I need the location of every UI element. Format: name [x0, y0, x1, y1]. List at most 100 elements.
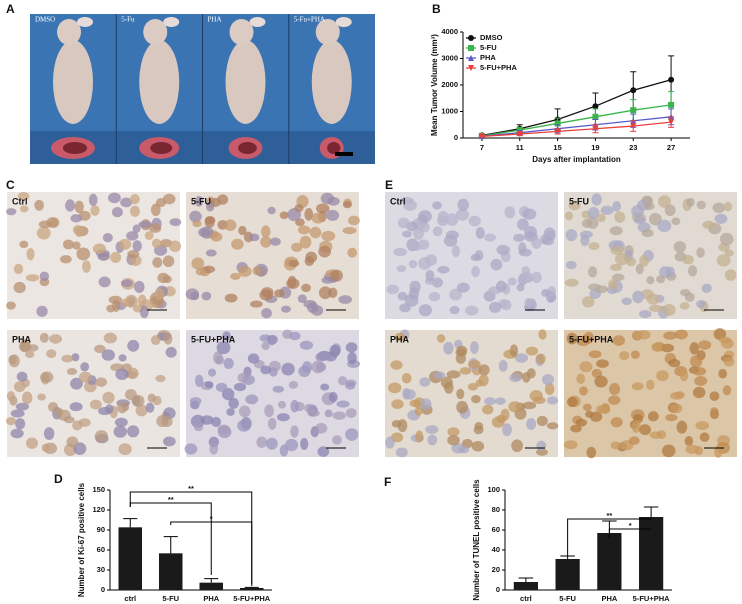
- tumor-core: [238, 142, 257, 154]
- cell: [65, 199, 76, 212]
- cell: [630, 350, 640, 359]
- cell: [347, 247, 358, 258]
- cell: [661, 444, 676, 458]
- cell: [267, 206, 276, 215]
- cell: [318, 286, 332, 300]
- cell: [298, 365, 311, 378]
- cell: [10, 428, 24, 439]
- histology-image: 5-FU+PHA: [184, 329, 361, 457]
- cell: [204, 216, 215, 228]
- y-tick-label: 4000: [441, 27, 458, 36]
- legend-label: DMSO: [480, 33, 503, 42]
- cell: [594, 375, 608, 388]
- cell: [610, 263, 623, 272]
- series-line: [481, 104, 672, 137]
- cell: [249, 233, 260, 242]
- cell: [649, 431, 663, 439]
- cell: [61, 354, 74, 363]
- cell: [473, 425, 484, 435]
- cell: [482, 404, 494, 415]
- histology-image: 5-FU: [564, 192, 737, 319]
- cell: [288, 381, 298, 389]
- cell: [702, 220, 716, 229]
- marker: [516, 131, 523, 138]
- cell: [415, 430, 424, 443]
- cell: [57, 409, 71, 421]
- cell: [321, 230, 336, 242]
- cell: [443, 234, 458, 247]
- marker: [592, 113, 599, 120]
- y-tick-label: 1000: [441, 106, 458, 115]
- cell: [103, 332, 118, 344]
- cell: [495, 397, 506, 405]
- cell: [461, 438, 473, 449]
- cell: [583, 331, 594, 344]
- significance-bracket: [170, 521, 253, 584]
- error-bar: [518, 577, 534, 582]
- cell: [722, 385, 732, 396]
- bar: [240, 588, 264, 590]
- cell: [75, 229, 84, 237]
- cell: [695, 421, 710, 430]
- cell: [230, 272, 241, 280]
- cell: [19, 339, 31, 352]
- cell: [19, 240, 29, 249]
- legend-label: 5-FU+PHA: [480, 63, 517, 72]
- cell: [522, 208, 537, 220]
- cell: [238, 225, 247, 236]
- cell: [345, 381, 356, 390]
- cell: [631, 420, 641, 433]
- cell: [566, 396, 578, 408]
- cell: [297, 294, 307, 304]
- cell: [66, 367, 78, 376]
- cell: [428, 291, 441, 302]
- image-label: 5-FU: [569, 196, 589, 206]
- cell: [696, 200, 706, 210]
- cell: [724, 269, 737, 281]
- cell: [526, 418, 537, 430]
- cell: [456, 345, 468, 355]
- cell: [451, 244, 460, 258]
- marker: [668, 76, 675, 83]
- cell: [684, 436, 694, 446]
- significance-bracket: [129, 502, 212, 575]
- cell: [488, 301, 502, 313]
- cell: [449, 306, 460, 315]
- image-label: PHA: [12, 334, 32, 344]
- cell: [491, 416, 505, 428]
- cell: [579, 361, 593, 373]
- cell: [150, 203, 161, 217]
- cell: [110, 251, 122, 263]
- cell: [114, 417, 128, 427]
- cell: [304, 208, 314, 221]
- cell: [566, 332, 578, 345]
- cell: [385, 436, 395, 449]
- cell: [636, 330, 651, 340]
- cell: [95, 377, 107, 387]
- cell: [36, 226, 51, 240]
- x-tick-label: 5-FU: [559, 594, 576, 603]
- cell: [500, 408, 510, 421]
- cell: [639, 424, 652, 436]
- mouse-body: [53, 40, 93, 124]
- mouse-head: [229, 19, 254, 45]
- x-tick-label: ctrl: [124, 594, 136, 603]
- photo-label: 5-Fu: [121, 16, 135, 24]
- cell: [320, 383, 330, 391]
- cell: [46, 217, 59, 228]
- cell: [626, 257, 637, 267]
- panel-label: C: [6, 178, 15, 192]
- error-bar: [123, 518, 138, 528]
- bar: [513, 582, 538, 590]
- cell: [719, 232, 734, 246]
- photo-label: DMSO: [35, 16, 55, 24]
- cell: [152, 257, 163, 268]
- cell: [25, 350, 35, 359]
- cell: [670, 403, 683, 414]
- cell: [328, 391, 338, 403]
- cell: [150, 335, 161, 346]
- cell: [297, 225, 311, 235]
- cell: [261, 308, 272, 319]
- cell: [433, 371, 446, 379]
- cell: [191, 257, 205, 270]
